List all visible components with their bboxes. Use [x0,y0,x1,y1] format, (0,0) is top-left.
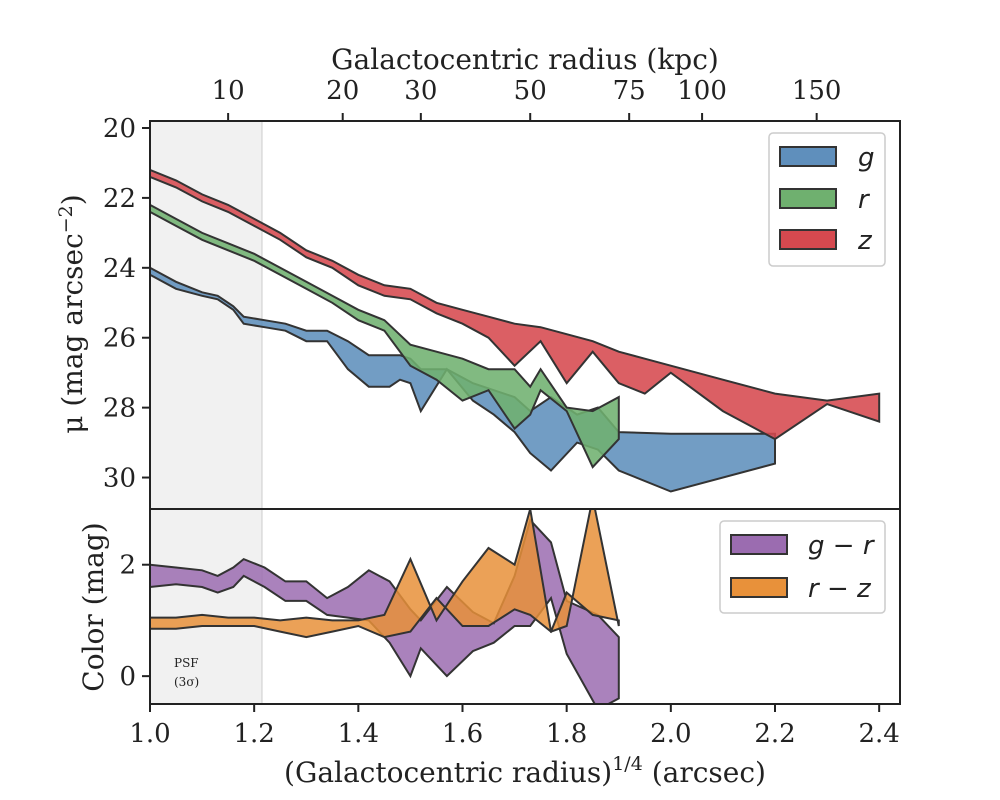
band-g-r [150,518,620,704]
bottom-y-tick-label: 0 [119,662,136,692]
legend-label-r: r [858,185,871,215]
bottom-y-axis-title: Color (mag) [77,522,110,691]
legend-label-g-r: g − r [808,531,876,561]
bottom-x-tick-label: 1.4 [338,719,379,749]
top-y-axis-title: μ (mag arcsec−2) [55,194,89,433]
top-y-tick-label: 24 [103,254,136,284]
top-x-tick-label: 10 [212,76,245,106]
legend-swatch-g-r [730,534,788,555]
top-y-tick-label: 28 [103,394,136,424]
top-y-tick-label: 26 [103,324,136,354]
bottom-series-group [150,509,620,704]
legend-swatch-r [779,188,837,209]
psf-shaded-region-bottom [150,509,262,704]
top-x-tick-label: 50 [514,76,547,106]
top-y-tick-label: 22 [103,184,136,214]
bottom-x-axis: 1.0 1.2 1.4 1.6 1.8 2.0 2.2 2.4 [129,704,900,749]
legend-swatch-g [779,146,837,167]
top-x-tick-label: 150 [792,76,842,106]
top-y-tick-label: 30 [103,464,136,494]
band-r-z [150,509,620,639]
top-axis-title: Galactocentric radius (kpc) [331,43,719,76]
top-legend: g r z [768,132,886,267]
psf-sigma-label: (3σ) [174,675,199,689]
top-x-tick-label: 75 [613,76,646,106]
legend-label-z: z [857,226,873,256]
top-x-tick-label: 30 [404,76,437,106]
bottom-x-tick-label: 1.0 [129,719,170,749]
band-z [150,168,881,441]
psf-label: PSF [174,656,199,670]
legend-label-g: g [858,143,875,173]
surface-brightness-panel: 20 22 24 26 28 30 10 20 30 50 75 100 150 Galactocen… [55,43,901,510]
bottom-x-tick-label: 1.8 [546,719,587,749]
top-x-tick-label: 100 [677,76,727,106]
bottom-x-axis-title: (Galactocentric radius)1/4 (arcsec) [284,753,766,789]
top-x-tick-label: 20 [326,76,359,106]
legend-swatch-r-z [730,577,788,598]
top-y-axis: 20 22 24 26 28 30 [103,114,150,494]
bottom-y-axis: 02 [119,551,150,692]
bottom-panel-frame [149,508,901,705]
top-secondary-x-axis: 10 20 30 50 75 100 150 [212,76,842,121]
bottom-y-tick-label: 2 [119,551,136,581]
bottom-x-tick-label: 1.6 [442,719,483,749]
band-r [150,203,620,469]
bottom-x-tick-label: 2.2 [754,719,795,749]
bottom-x-tick-label: 2.0 [650,719,691,749]
top-y-tick-label: 20 [103,114,136,144]
bottom-x-tick-label: 2.4 [858,719,899,749]
bottom-legend: g − r r − z [719,520,886,614]
legend-label-r-z: r − z [808,574,872,604]
color-panel: 02 1.0 1.2 1.4 1.6 1.8 2.0 2.2 2.4 PSF (3σ) Col… [77,508,901,789]
legend-swatch-z [779,229,837,250]
top-series-group [150,168,881,493]
bottom-x-tick-label: 1.2 [233,719,274,749]
